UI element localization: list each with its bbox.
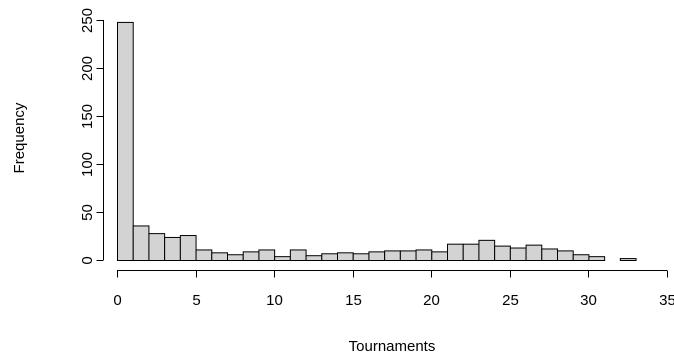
x-tick-label: 15 <box>345 292 362 309</box>
histogram-bar <box>195 249 213 262</box>
y-tick-label: 150 <box>79 104 96 129</box>
histogram-bar <box>431 251 448 262</box>
x-axis: 0 5 10 15 20 25 30 35 <box>113 270 674 309</box>
histogram-bar <box>258 249 276 262</box>
x-tick-label: 35 <box>659 292 674 309</box>
histogram-bar <box>384 250 401 261</box>
histogram-bar <box>462 243 480 261</box>
histogram-bar <box>415 249 433 262</box>
histogram-bar <box>242 251 260 262</box>
histogram-bar <box>274 256 291 262</box>
histogram-bar <box>289 249 307 262</box>
histogram-bar <box>352 253 370 261</box>
histogram-bar <box>368 251 386 262</box>
x-tick-label: 30 <box>580 292 597 309</box>
x-tick-label: 5 <box>192 292 200 309</box>
histogram-bar <box>541 248 558 261</box>
histogram-bar <box>305 255 323 261</box>
histogram-bar <box>399 250 417 261</box>
y-tick-label: 200 <box>79 56 96 81</box>
histogram-bar <box>148 233 166 261</box>
histogram-bar <box>211 252 229 262</box>
histogram-bar <box>164 236 181 262</box>
x-tick-label: 25 <box>502 292 519 309</box>
histogram-bar <box>509 247 527 262</box>
histogram-bar <box>557 250 574 261</box>
y-tick-label: 50 <box>79 204 96 221</box>
histogram-bar <box>227 254 244 262</box>
histogram-bar <box>572 254 590 262</box>
histogram-bar <box>117 21 134 262</box>
bars-group <box>117 21 637 262</box>
histogram-bar <box>619 258 637 261</box>
y-axis: 0 50 100 150 200 250 <box>79 8 104 265</box>
histogram-bar <box>337 252 354 262</box>
y-tick-label: 0 <box>79 256 96 264</box>
histogram-bar <box>179 235 197 261</box>
x-tick-label: 0 <box>113 292 121 309</box>
x-axis-title: Tournaments <box>349 338 436 355</box>
histogram-bar <box>494 245 511 262</box>
x-tick-label: 20 <box>423 292 440 309</box>
histogram-bar <box>588 256 606 262</box>
histogram-bar <box>132 225 150 262</box>
y-tick-label: 250 <box>79 8 96 33</box>
x-tick-label: 10 <box>266 292 283 309</box>
histogram-bar <box>321 253 338 261</box>
histogram-bar <box>447 243 464 261</box>
y-axis-title: Frequency <box>11 102 28 173</box>
histogram-bar <box>525 244 543 261</box>
histogram-bar <box>478 239 496 261</box>
y-tick-label: 100 <box>79 152 96 177</box>
